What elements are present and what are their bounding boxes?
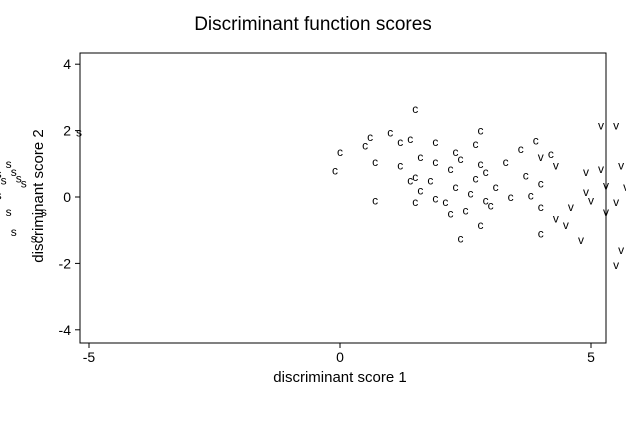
point-c: c <box>367 130 373 144</box>
point-c: c <box>483 193 489 207</box>
x-tick-label: 5 <box>587 349 595 365</box>
point-c: c <box>503 155 509 169</box>
point-c: c <box>528 188 534 202</box>
point-c: c <box>473 137 479 151</box>
point-s: s <box>1 173 7 187</box>
point-c: c <box>538 200 544 214</box>
y-axis-ticks: -4 -2 0 2 4 <box>59 56 80 338</box>
point-c: c <box>432 155 438 169</box>
point-v: v <box>603 178 609 192</box>
point-s: s <box>11 225 17 239</box>
point-v: v <box>553 212 559 226</box>
point-c: c <box>452 180 458 194</box>
point-s: s <box>31 232 37 246</box>
point-v: v <box>578 233 584 247</box>
point-c: c <box>412 102 418 116</box>
point-c: c <box>397 135 403 149</box>
point-c: c <box>417 183 423 197</box>
point-s: s <box>0 188 2 202</box>
point-s: s <box>0 167 2 181</box>
point-v: v <box>598 162 604 176</box>
plot-area-frame <box>79 52 607 344</box>
point-c: c <box>432 135 438 149</box>
point-s: s <box>11 165 17 179</box>
point-s: s <box>21 177 27 191</box>
point-c: c <box>447 162 453 176</box>
y-tick-label: -4 <box>59 322 72 338</box>
point-c: c <box>523 168 529 182</box>
point-v: v <box>613 119 619 133</box>
point-c: c <box>407 173 413 187</box>
point-c: c <box>407 132 413 146</box>
point-c: c <box>508 190 514 204</box>
x-axis-label: discriminant score 1 <box>273 369 406 386</box>
point-c: c <box>493 180 499 194</box>
point-s: s <box>6 205 12 219</box>
y-tick-label: -2 <box>59 255 72 271</box>
chart-title: Discriminant function scores <box>194 14 432 35</box>
point-c: c <box>432 192 438 206</box>
point-v: v <box>563 218 569 232</box>
point-v: v <box>623 180 626 194</box>
point-c: c <box>538 227 544 241</box>
point-v: v <box>613 258 619 272</box>
point-c: c <box>457 152 463 166</box>
point-v: v <box>598 119 604 133</box>
x-axis-ticks: -10-50510 <box>83 343 595 365</box>
point-c: c <box>362 139 368 153</box>
point-c: c <box>478 157 484 171</box>
point-c: c <box>548 147 554 161</box>
point-v: v <box>583 165 589 179</box>
point-c: c <box>538 177 544 191</box>
point-c: c <box>468 187 474 201</box>
point-c: c <box>442 195 448 209</box>
point-c: c <box>447 207 453 221</box>
point-v: v <box>613 195 619 209</box>
point-c: c <box>332 163 338 177</box>
y-axis-label: discriminant score 2 <box>30 129 47 262</box>
point-c: c <box>478 218 484 232</box>
point-c: c <box>518 142 524 156</box>
point-c: c <box>412 170 418 184</box>
x-tick-label: 0 <box>336 349 344 365</box>
point-c: c <box>397 158 403 172</box>
point-v: v <box>588 193 594 207</box>
point-c: c <box>483 165 489 179</box>
y-tick-label: 2 <box>63 123 71 139</box>
point-c: c <box>533 134 539 148</box>
point-c: c <box>372 193 378 207</box>
point-s: s <box>76 125 82 139</box>
point-c: c <box>427 173 433 187</box>
x-tick-label: -5 <box>83 349 96 365</box>
point-s: s <box>6 157 12 171</box>
point-v: v <box>618 158 624 172</box>
point-c: c <box>372 155 378 169</box>
data-points: ssssssssssssssssssssssssssssssssssssssss… <box>0 102 626 272</box>
point-c: c <box>412 195 418 209</box>
point-v: v <box>568 200 574 214</box>
point-c: c <box>337 145 343 159</box>
point-c: c <box>463 203 469 217</box>
point-c: c <box>473 172 479 186</box>
point-v: v <box>553 158 559 172</box>
point-c: c <box>387 125 393 139</box>
point-c: c <box>488 198 494 212</box>
point-c: c <box>417 150 423 164</box>
y-tick-label: 0 <box>63 189 71 205</box>
point-c: c <box>457 232 463 246</box>
point-v: v <box>538 150 544 164</box>
y-tick-label: 4 <box>63 56 71 72</box>
point-c: c <box>478 124 484 138</box>
point-s: s <box>41 205 47 219</box>
point-v: v <box>603 205 609 219</box>
point-v: v <box>618 243 624 257</box>
point-s: s <box>16 172 22 186</box>
point-v: v <box>583 185 589 199</box>
point-c: c <box>452 145 458 159</box>
